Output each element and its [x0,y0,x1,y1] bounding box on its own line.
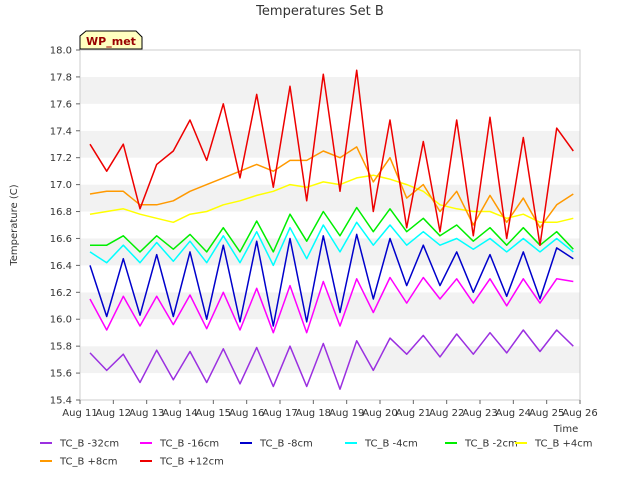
series-line-tc-b-2cm [90,206,574,253]
y-axis: 15.4 15.6 15.8 16.0 16.2 16.4 16.6 16.8 17.0 17.2… [50,46,80,407]
x-tick-label: Aug 13 [129,408,164,419]
y-tick-label: 17.2 [50,153,72,164]
legend-label: TC_B +4cm [534,439,593,450]
legend-item: TC_B +12cm [140,457,224,468]
x-tick-label: Aug 20 [362,408,397,419]
x-tick-label: Aug 25 [529,408,564,419]
x-tick-label: Aug 16 [229,408,264,419]
x-tick-label: Aug 23 [462,408,497,419]
legend: TC_B -32cm TC_B -16cm TC_B -8cm TC_B -4cm TC… [40,439,593,468]
legend-item: TC_B -8cm [240,439,313,450]
plot-frame [79,49,581,401]
legend-label: TC_B +8cm [59,457,118,468]
x-tick-label: Aug 12 [96,408,131,419]
y-tick-label: 18.0 [50,46,72,57]
badge-shape [79,30,143,50]
series-line-tc-b-8cm [89,233,574,327]
y-tick-label: 16.4 [50,261,72,272]
legend-label: TC_B -2cm [464,439,518,450]
y-tick-label: 16.6 [50,234,72,245]
x-tick-label: Aug 15 [196,408,231,419]
series-line-tc-b-16cm [89,276,574,334]
legend-item: TC_B +4cm [515,439,593,450]
x-tick-label: Aug 18 [296,408,331,419]
y-axis-label: Temperature (C) [9,184,20,266]
legend-item: TC_B +8cm [40,457,118,468]
series-lines [89,69,574,390]
legend-label: TC_B -4cm [364,439,418,450]
grid-band [80,319,580,347]
grid-band [80,76,580,104]
grid-band [80,292,580,320]
legend-item: TC_B -32cm [40,439,119,450]
y-tick-label: 16.2 [50,288,72,299]
y-tick-label: 17.6 [50,99,72,110]
y-tick-label: 16.8 [50,207,72,218]
x-tick-label: Aug 17 [262,408,297,419]
y-tick-label: 17.0 [50,180,72,191]
legend-item: TC_B -2cm [445,439,518,450]
y-tick-label: 15.6 [50,369,72,380]
series-line-tc-b-4cm [89,174,574,224]
y-tick-label: 16.0 [50,315,72,326]
x-tick-label: Aug 22 [429,408,464,419]
grid-band [80,373,580,400]
legend-label: TC_B +12cm [159,457,224,468]
wp-met-badge: WP_met [79,30,143,50]
legend-label: TC_B -8cm [259,439,313,450]
y-tick-label: 17.8 [50,72,72,83]
series-line-tc-b-4cm [89,221,574,267]
badge-label: WP_met [86,35,136,48]
x-tick-label: Aug 14 [162,408,197,419]
x-tick-label: Aug 11 [62,408,97,419]
x-axis-label: Time [553,424,578,435]
grid-band [80,50,580,77]
y-tick-label: 15.4 [50,396,72,407]
chart-title: Temperatures Set B [255,4,384,19]
series-line-tc-b-12cm [89,69,574,246]
grid-band [80,157,580,185]
legend-item: TC_B -4cm [345,439,418,450]
legend-item: TC_B -16cm [140,439,219,450]
series-line-tc-b-32cm [89,329,574,390]
legend-label: TC_B -32cm [59,439,119,450]
series-line-tc-b-8cm [89,146,574,229]
grid-band [80,184,580,212]
y-tick-label: 15.8 [50,342,72,353]
x-tick-label: Aug 26 [562,408,597,419]
y-tick-label: 17.4 [50,126,72,137]
grid-band [80,346,580,374]
x-tick-label: Aug 24 [496,408,531,419]
legend-label: TC_B -16cm [159,439,219,450]
x-tick-label: Aug 19 [329,408,364,419]
x-tick-label: Aug 21 [396,408,431,419]
